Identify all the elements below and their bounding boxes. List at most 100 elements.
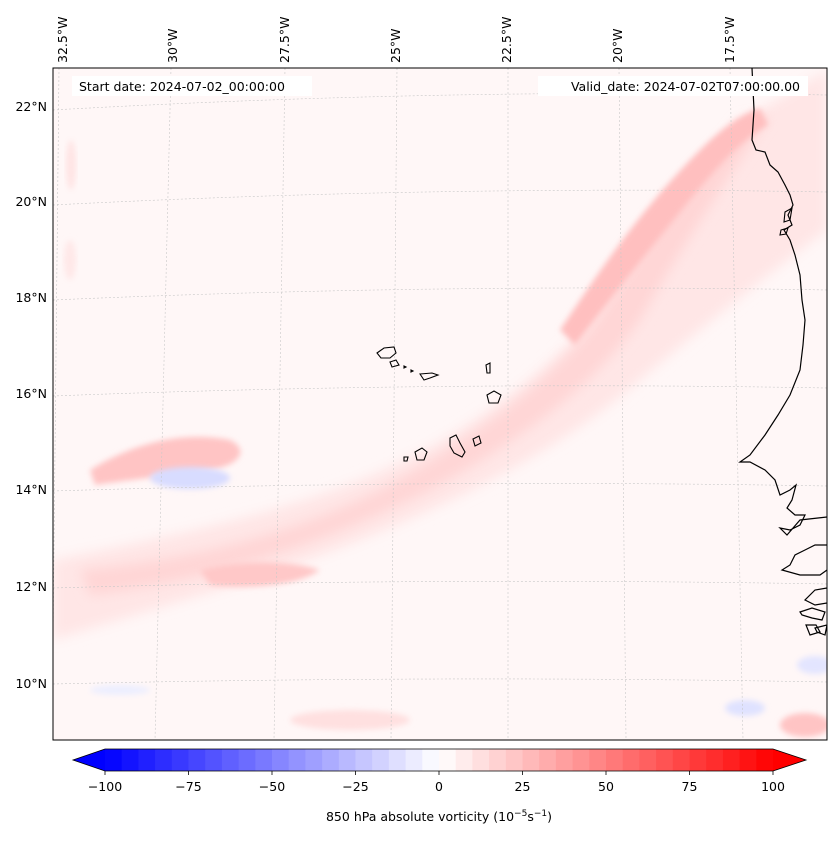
- colorbar-tick-label: −100: [88, 779, 122, 794]
- lat-label: 20°N: [15, 194, 47, 209]
- positive-vorticity-patch-west: [64, 240, 76, 280]
- colorbar-extend-min: [73, 749, 105, 771]
- colorbar-tick-label: −50: [259, 779, 285, 794]
- colorbar-tick-label: 100: [761, 779, 785, 794]
- vorticity-blob-southwest: [200, 562, 320, 587]
- colorbar-label: 850 hPa absolute vorticity (10−5s−1): [326, 809, 552, 824]
- colorbar-segment: [405, 749, 423, 771]
- latitude-labels: 22°N 20°N 18°N 16°N 14°N 12°N 10°N: [15, 99, 47, 691]
- colorbar-tick-label: 75: [682, 779, 698, 794]
- colorbar-extend-max: [773, 749, 806, 771]
- lat-label: 16°N: [15, 386, 47, 401]
- colorbar-segments: [73, 749, 806, 771]
- colorbar-segment: [121, 749, 139, 771]
- start-date-box: [72, 76, 312, 96]
- positive-vorticity-patch-northwest: [66, 140, 76, 190]
- negative-vorticity-patch-south: [725, 700, 765, 716]
- island-brava: [403, 456, 409, 462]
- colorbar-segment: [322, 749, 340, 771]
- colorbar-segment: [305, 749, 323, 771]
- colorbar-segment: [522, 749, 540, 771]
- lat-label: 18°N: [15, 290, 47, 305]
- lat-label: 10°N: [15, 676, 47, 691]
- lon-label: 20°W: [610, 28, 625, 63]
- colorbar-tick-label: 50: [598, 779, 614, 794]
- lon-label: 22.5°W: [499, 17, 514, 63]
- negative-vorticity-patch-west: [150, 467, 230, 489]
- colorbar-segment: [422, 749, 440, 771]
- positive-vorticity-patch-southeast: [780, 713, 827, 737]
- colorbar-segment: [589, 749, 607, 771]
- lat-label: 14°N: [15, 482, 47, 497]
- colorbar-segment: [188, 749, 206, 771]
- colorbar-segment: [105, 749, 123, 771]
- colorbar-segment: [572, 749, 590, 771]
- colorbar: −100 −75 −50 −25 0 25 50 75 100 850 hPa …: [71, 748, 808, 824]
- colorbar-segment: [221, 749, 240, 771]
- colorbar-segment: [288, 749, 306, 771]
- lat-label: 22°N: [15, 99, 47, 114]
- coastal-island-2: [779, 227, 789, 236]
- map-frame: [52, 67, 828, 741]
- vorticity-blob-west: [90, 436, 241, 485]
- lat-label: 12°N: [15, 579, 47, 594]
- colorbar-segment: [388, 749, 407, 771]
- colorbar-tick-label: 25: [515, 779, 531, 794]
- colorbar-segment: [155, 749, 173, 771]
- colorbar-segment: [539, 749, 557, 771]
- colorbar-segment: [338, 749, 357, 771]
- vorticity-ridge-ne: [560, 108, 768, 345]
- island-sao-nicolau-main: [419, 372, 440, 381]
- colorbar-segment: [555, 749, 574, 771]
- island-maio: [472, 435, 482, 447]
- lon-label: 32.5°W: [55, 17, 70, 63]
- valid-date-label: Valid_date: 2024-07-02T07:00:00.00: [571, 79, 800, 94]
- colorbar-segment: [706, 749, 724, 771]
- colorbar-segment: [622, 749, 640, 771]
- colorbar-segment: [656, 749, 674, 771]
- lon-label: 17.5°W: [722, 17, 737, 63]
- island-santa-luzia: [403, 365, 408, 369]
- colorbar-segment: [639, 749, 657, 771]
- colorbar-segment: [505, 749, 524, 771]
- colorbar-segment: [739, 749, 757, 771]
- colorbar-segment: [722, 749, 741, 771]
- positive-vorticity-patch-south: [290, 710, 410, 730]
- colorbar-segment: [372, 749, 390, 771]
- longitude-labels: 32.5°W 30°W 27.5°W 25°W 22.5°W 20°W 17.5…: [55, 17, 737, 63]
- colorbar-segment: [205, 749, 223, 771]
- negative-vorticity-patch-southeast: [797, 656, 827, 674]
- colorbar-ticks: [104, 771, 774, 775]
- africa-coastline: [738, 68, 827, 536]
- colorbar-segment: [455, 749, 473, 771]
- colorbar-segment: [255, 749, 273, 771]
- africa-coastline-guinea: [799, 587, 827, 636]
- colorbar-segment: [606, 749, 624, 771]
- lon-label: 30°W: [165, 28, 180, 63]
- lon-label: 27.5°W: [277, 17, 292, 63]
- island-sao-vicente: [389, 359, 400, 368]
- island-sao-nicolau: [410, 369, 415, 373]
- island-santo-antao: [376, 346, 397, 359]
- colorbar-segment: [171, 749, 190, 771]
- colorbar-tick-label: 0: [435, 779, 443, 794]
- colorbar-segment: [489, 749, 507, 771]
- africa-coastline-south: [780, 544, 827, 576]
- cape-verde-islands: [376, 346, 502, 462]
- colorbar-tick-labels: −100 −75 −50 −25 0 25 50 75 100: [88, 779, 785, 794]
- colorbar-segment: [672, 749, 691, 771]
- colorbar-segment: [138, 749, 156, 771]
- valid-date-box: [538, 76, 808, 96]
- colorbar-segment: [355, 749, 373, 771]
- colorbar-segment: [756, 749, 774, 771]
- colorbar-segment: [689, 749, 707, 771]
- start-date-label: Start date: 2024-07-02_00:00:00: [79, 79, 285, 94]
- island-fogo: [414, 447, 428, 461]
- island-sal: [485, 362, 491, 374]
- negative-vorticity-patch-south2: [90, 685, 150, 695]
- colorbar-tick-label: −25: [342, 779, 368, 794]
- colorbar-segment: [272, 749, 290, 771]
- lon-label: 25°W: [388, 28, 403, 63]
